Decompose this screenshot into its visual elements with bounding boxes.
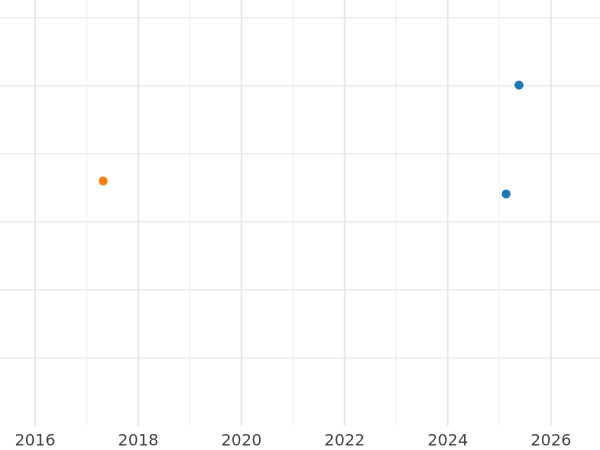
point xyxy=(501,189,511,199)
x-tick-label: 2020 xyxy=(221,431,262,450)
x-tick-label: 2018 xyxy=(118,431,159,450)
x-tick-label: 2022 xyxy=(324,431,365,450)
x-tick-label: 2024 xyxy=(427,431,468,450)
point xyxy=(514,80,524,90)
x-tick-label: 2026 xyxy=(531,431,572,450)
point xyxy=(98,176,108,186)
x-tick-label: 2016 xyxy=(15,431,56,450)
